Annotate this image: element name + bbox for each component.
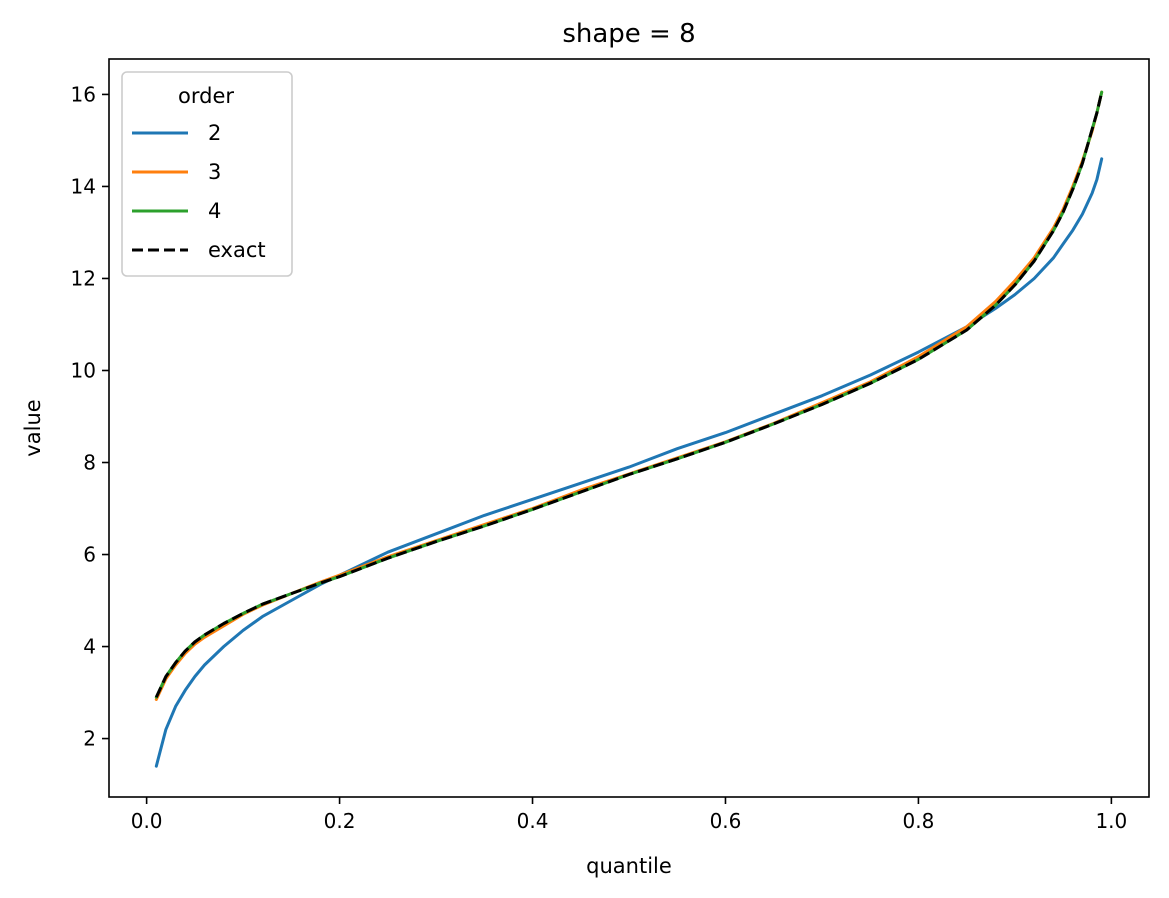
- x-axis: 0.0 0.2 0.4 0.6 0.8 1.0: [131, 797, 1127, 833]
- legend-title: order: [178, 84, 234, 108]
- y-tick-label: 16: [71, 82, 96, 106]
- y-tick-label: 4: [83, 635, 96, 659]
- legend-label-exact: exact: [208, 238, 266, 262]
- series-line-2: [154, 157, 1104, 768]
- y-tick-label: 14: [71, 174, 96, 198]
- y-tick-label: 10: [71, 358, 96, 382]
- plot-frame: [108, 58, 1150, 798]
- chart-title: shape = 8: [562, 19, 695, 49]
- x-axis-label: quantile: [586, 854, 672, 878]
- series-layer: [154, 90, 1104, 768]
- y-tick-label: 6: [83, 543, 96, 567]
- y-axis: 2 4 6 8 10 12 14 16: [71, 82, 109, 751]
- series-line-exact: [154, 91, 1104, 698]
- legend: order 2 3 4 exact: [121, 71, 293, 277]
- legend-label-2: 2: [208, 121, 221, 145]
- legend-entries: 2 3 4 exact: [132, 121, 266, 262]
- y-axis-label: value: [21, 399, 45, 456]
- y-tick-label: 8: [83, 451, 96, 475]
- legend-box: [121, 71, 293, 277]
- x-tick-label: 0.4: [517, 809, 549, 833]
- x-tick-label: 0.2: [324, 809, 356, 833]
- x-tick-label: 0.6: [710, 809, 742, 833]
- x-tick-label: 0.0: [131, 809, 163, 833]
- legend-label-4: 4: [208, 199, 221, 223]
- x-tick-label: 1.0: [1095, 809, 1127, 833]
- x-tick-label: 0.8: [903, 809, 935, 833]
- legend-label-3: 3: [208, 160, 221, 184]
- y-tick-label: 12: [71, 266, 96, 290]
- y-tick-label: 2: [83, 727, 96, 751]
